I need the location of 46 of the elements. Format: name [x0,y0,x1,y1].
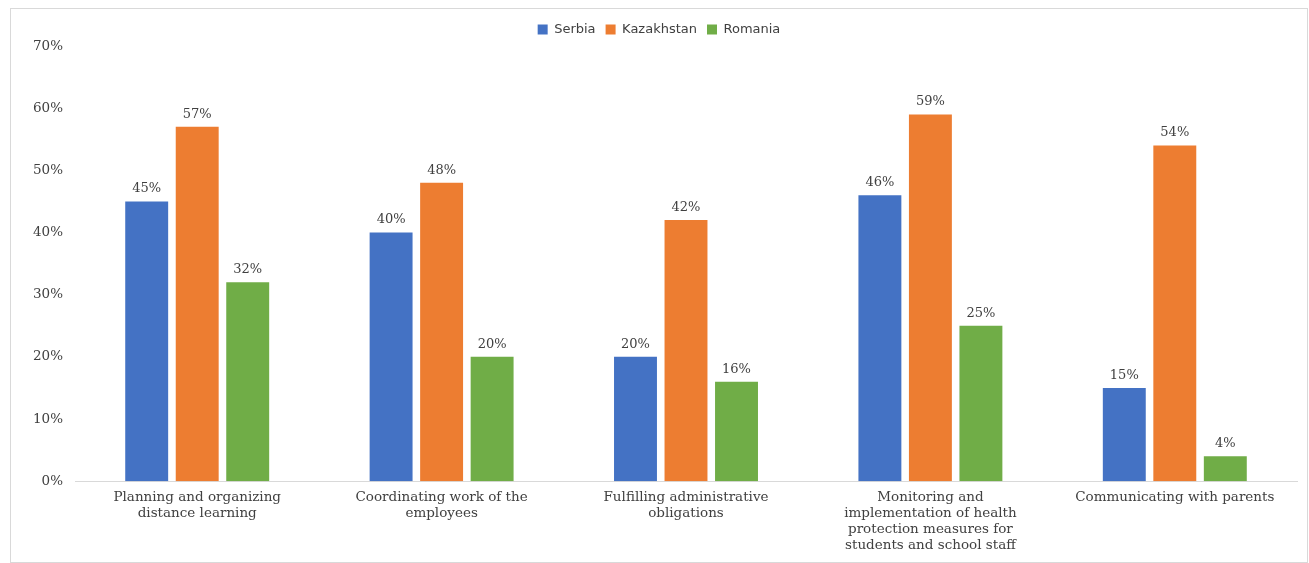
bar [858,195,902,482]
data-label: 59% [915,93,945,109]
bar [1203,456,1247,482]
y-tick-label: 30% [32,285,64,302]
data-label: 48% [427,161,457,177]
y-tick-label: 70% [32,36,64,53]
bar [420,182,464,482]
data-label: 20% [621,335,650,351]
y-tick-label: 60% [32,98,64,115]
bar [226,282,270,482]
bar [908,114,952,482]
y-tick-label: 40% [32,223,64,240]
data-label: 57% [182,105,212,121]
legend-label: Kazakhstan [622,20,697,36]
data-label: 54% [1160,124,1190,140]
legend-label: Romania [723,20,781,36]
bar [614,356,657,482]
x-tick-label: Fulfilling administrative obligations [603,487,769,520]
data-label: 46% [865,174,895,190]
y-tick-label: 10% [32,409,64,426]
legend-label: Serbia [554,20,596,36]
data-label: 42% [671,198,701,214]
bar [175,126,219,482]
data-label: 25% [966,304,996,320]
bar [470,356,514,482]
x-tick-label: Coordinating work of the employees [355,487,528,520]
data-label: 4% [1215,435,1236,451]
bar [664,220,708,482]
bar [125,201,169,482]
x-tick-label: Communicating with parents [1075,487,1275,504]
data-label: 32% [233,261,263,277]
data-label: 40% [376,211,406,227]
bar [959,325,1003,482]
bar [1102,387,1146,482]
y-tick-label: 50% [32,160,64,177]
y-tick-label: 20% [32,347,64,364]
x-tick-label: Planning and organizing distance learning [113,487,282,520]
x-tick-label: Monitoring and implementation of health protection measures for students and school staff [844,487,1018,553]
data-label: 15% [1109,366,1139,382]
y-tick-label: 0% [41,471,64,488]
bar [1153,145,1197,482]
data-label: 20% [477,335,507,351]
data-label: 45% [132,180,162,196]
data-label: 16% [722,360,751,376]
bar [715,381,758,482]
bar [369,232,413,482]
